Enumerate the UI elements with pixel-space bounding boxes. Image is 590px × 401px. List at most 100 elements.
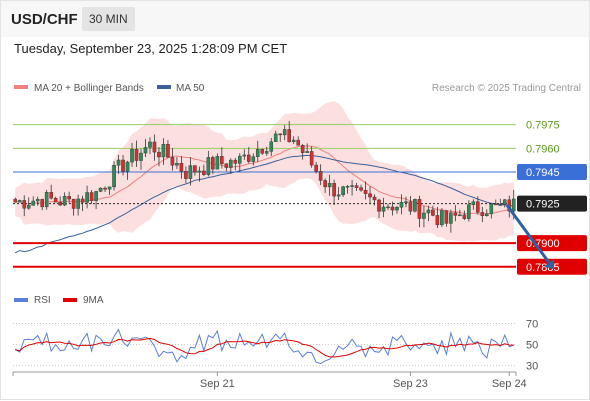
candle <box>197 166 202 182</box>
candle <box>71 198 76 216</box>
legend-9ma-label: 9MA <box>83 295 104 306</box>
candle <box>251 153 256 166</box>
candle-body <box>381 206 386 212</box>
candle <box>62 192 67 207</box>
candle <box>354 182 359 191</box>
candle <box>22 195 27 217</box>
candle <box>498 198 503 206</box>
candle-body <box>40 199 44 208</box>
candle-body <box>485 213 489 217</box>
ma20-line <box>15 145 514 215</box>
chart-credit: Research © 2025 Trading Central <box>432 83 581 94</box>
candle <box>449 209 453 233</box>
legend-bollinger-label: MA 20 + Bollinger Bands <box>34 83 144 94</box>
level-label-0.7975: 0.7975 <box>526 120 560 132</box>
candle-body <box>143 147 148 154</box>
candle-body <box>327 183 332 188</box>
candle <box>458 209 462 217</box>
candle-body <box>404 201 408 203</box>
candle <box>202 164 206 177</box>
candle-body <box>31 200 36 206</box>
candle-body <box>139 152 143 161</box>
candle-body <box>67 195 71 200</box>
candle-body <box>408 201 413 212</box>
candle-body <box>229 159 233 168</box>
candle <box>175 157 179 169</box>
candle-body <box>161 144 166 158</box>
candle-body <box>458 214 462 217</box>
candle <box>80 195 85 212</box>
candle <box>215 153 220 170</box>
candle-body <box>399 202 404 208</box>
candle-body <box>359 187 363 191</box>
candle <box>35 196 40 206</box>
symbol-title: USD/CHF <box>11 11 78 28</box>
candle <box>453 205 458 222</box>
candle <box>341 185 345 197</box>
candle <box>98 187 103 193</box>
candle-body <box>390 206 395 211</box>
candle-body <box>35 199 40 202</box>
candle <box>31 196 36 206</box>
candle <box>327 174 332 196</box>
candle <box>103 186 107 193</box>
candle <box>426 205 431 222</box>
candle <box>152 134 157 161</box>
forecast-arrow-shaft <box>505 204 551 264</box>
candle-body <box>125 161 130 172</box>
candle-body <box>215 156 220 170</box>
candle <box>359 184 363 192</box>
candle-body <box>314 164 318 172</box>
candle <box>485 209 489 217</box>
candle <box>246 147 251 164</box>
candle <box>431 205 435 217</box>
candle <box>17 199 22 203</box>
candle-body <box>386 206 390 209</box>
candle-body <box>305 151 309 153</box>
candle <box>440 208 444 228</box>
candle <box>291 136 296 144</box>
candle <box>422 205 426 228</box>
candle-body <box>354 185 359 188</box>
candle-body <box>318 171 323 181</box>
candle <box>148 137 152 155</box>
candle-body <box>467 204 471 219</box>
candle <box>116 154 121 174</box>
candle-body <box>98 187 103 192</box>
candle <box>67 191 71 203</box>
candle <box>233 157 238 171</box>
candle <box>282 125 287 141</box>
candle <box>467 200 471 222</box>
candle-body <box>287 129 292 143</box>
candle-body <box>58 201 62 206</box>
candle <box>381 197 386 218</box>
candle <box>76 194 80 216</box>
candle-body <box>345 186 350 188</box>
candle <box>130 142 134 167</box>
candle <box>269 137 274 157</box>
candle-body <box>246 154 251 162</box>
candle <box>229 158 233 174</box>
x-tick-label: Sep 24 <box>492 378 527 390</box>
candle <box>287 120 292 143</box>
candle <box>85 185 89 209</box>
candle-body <box>224 163 229 168</box>
forecast-arrow-head <box>544 259 554 270</box>
candle <box>26 197 31 210</box>
candle-body <box>206 157 211 175</box>
candle-body <box>435 215 440 226</box>
legend-rsi-swatch <box>14 298 28 302</box>
candle-body <box>440 210 444 226</box>
candle <box>193 165 197 176</box>
level-badge-0.7945: 0.7945 <box>517 164 587 181</box>
timeframe-badge[interactable]: 30 MIN <box>82 7 135 31</box>
candle-body <box>309 151 314 166</box>
legend-rsi-label: RSI <box>34 295 51 306</box>
candle-body <box>300 145 305 153</box>
candle-body <box>152 141 157 153</box>
candle-body <box>134 149 139 161</box>
candle-body <box>184 171 188 179</box>
candle-body <box>22 200 27 209</box>
